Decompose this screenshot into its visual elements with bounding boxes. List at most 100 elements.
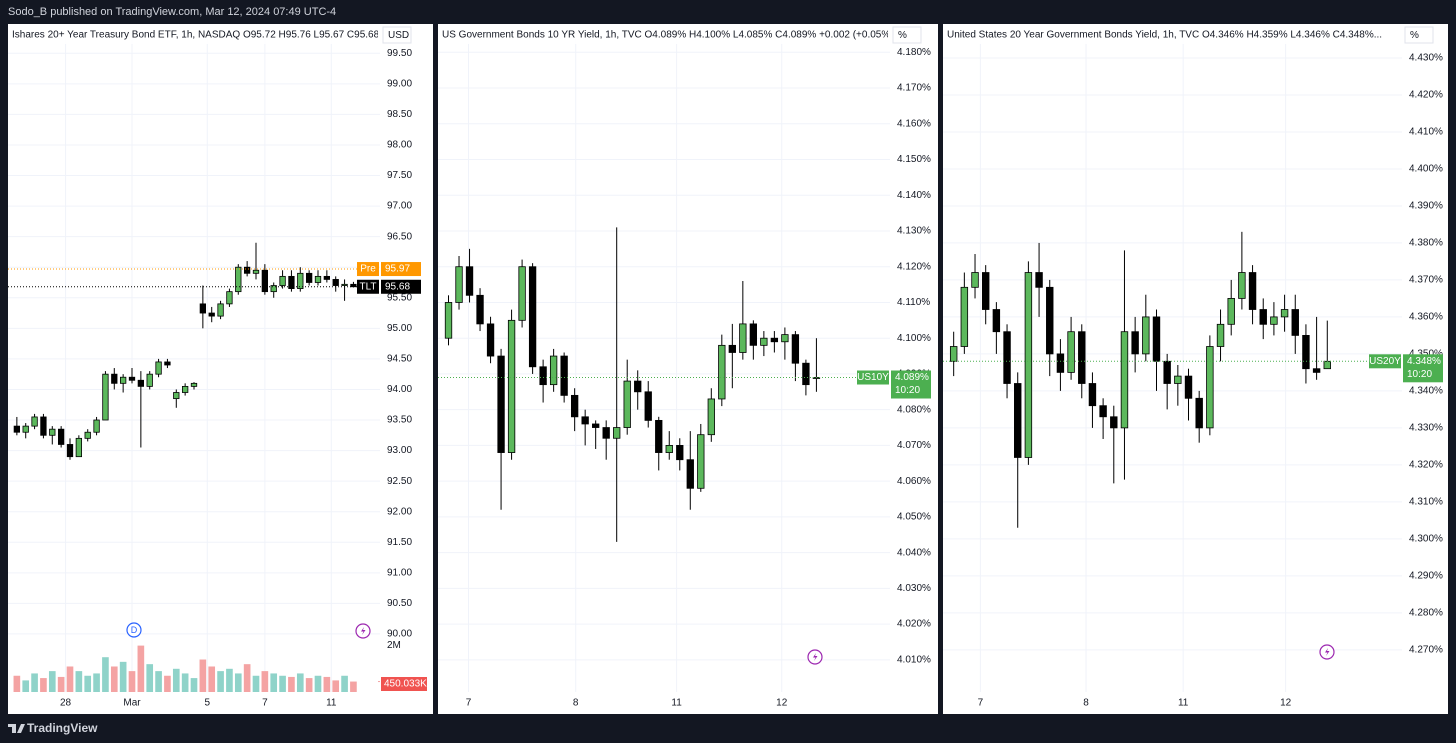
x-tick-label: 7 (978, 698, 984, 709)
volume-bar (279, 675, 286, 692)
candle-body (644, 391, 652, 421)
unit-box (892, 26, 922, 44)
candle-body (279, 275, 286, 286)
price-tag-value-box (381, 262, 421, 277)
y-tick-label: 93.50 (387, 415, 412, 426)
candle-body (728, 344, 736, 353)
candle-body (1163, 360, 1171, 384)
candle-body (1227, 298, 1235, 325)
volume-bar (226, 668, 233, 692)
panel-title: United States 20 Year Government Bonds Y… (947, 30, 1382, 41)
volume-bar (217, 671, 224, 692)
y-tick-label: 4.380% (1409, 238, 1443, 249)
volume-bar (199, 659, 207, 692)
y-tick-label: 4.170% (897, 83, 931, 94)
title-backdrop (943, 24, 1402, 44)
x-tick-label: 5 (205, 698, 211, 709)
candle-body (1270, 316, 1278, 325)
x-tick-label: 28 (60, 698, 72, 709)
volume-bar (305, 678, 313, 692)
panel-background (943, 24, 1448, 714)
volume-bar (13, 675, 21, 692)
candle-body (518, 266, 526, 321)
price-tag-value: 4.348% (1407, 356, 1441, 367)
price-tag-name-box (1369, 354, 1401, 369)
volume-bar (296, 673, 304, 692)
price-tag-name: US20Y (1369, 356, 1401, 367)
candle-body (137, 379, 145, 387)
y-tick-label: 4.030% (897, 583, 931, 594)
candle-body (226, 291, 233, 305)
candle-body (1302, 335, 1310, 370)
y-tick-label: 4.150% (897, 154, 931, 165)
candle-body (1280, 309, 1289, 318)
price-tag-name-box (357, 262, 379, 277)
volume-bar (57, 676, 65, 692)
x-tick-label: 11 (1178, 698, 1189, 709)
unit-label: % (1410, 30, 1419, 41)
y-tick-label: 4.140% (897, 190, 931, 201)
candle-body (332, 279, 339, 286)
candle-body (634, 380, 642, 393)
candle-body (613, 427, 621, 439)
volume-bar (341, 675, 348, 692)
volume-bar (84, 675, 92, 692)
price-tag-value: 4.089% (895, 372, 929, 383)
candle-body (476, 294, 484, 325)
y-tick-label: 4.010% (897, 654, 931, 665)
candle-body (199, 303, 207, 314)
price-tag-name-box (857, 370, 889, 385)
candle-body (243, 266, 251, 274)
y-tick-label: 4.400% (1409, 164, 1443, 175)
candle-body (697, 434, 705, 489)
unit-box (1404, 26, 1434, 44)
y-tick-label: 96.50 (387, 231, 412, 242)
volume-bar (31, 673, 38, 692)
volume-bar (66, 666, 74, 692)
candle-body (305, 272, 313, 283)
candle-body (1131, 331, 1139, 355)
candle-body (770, 337, 779, 343)
y-tick-label: 98.50 (387, 109, 412, 120)
y-tick-label: 4.310% (1409, 497, 1443, 508)
candle-body (1174, 375, 1182, 384)
candle-body (40, 416, 47, 436)
candle-body (75, 437, 83, 458)
volume-bar (75, 671, 83, 692)
candle-body (1078, 331, 1086, 384)
title-backdrop (438, 24, 890, 44)
title-backdrop (8, 24, 380, 44)
volume-bar (119, 661, 127, 692)
volume-bar (128, 671, 136, 692)
candle-body (507, 319, 516, 453)
volume-tick-label: 2M (387, 640, 401, 651)
candle-body (146, 373, 153, 387)
candle-body (1142, 316, 1150, 355)
candle-body (802, 362, 810, 386)
candle-body (1323, 360, 1331, 370)
candle-body (1184, 375, 1193, 399)
candle-body (960, 286, 969, 347)
publish-header: Sodo_B published on TradingView.com, Mar… (8, 6, 336, 18)
y-tick-label: 4.100% (897, 333, 931, 344)
price-tag-countdown: 10:20 (1407, 369, 1432, 380)
y-tick-label: 99.50 (387, 48, 412, 59)
candle-body (560, 355, 568, 396)
chart-panel: 90.00 90.50 91.00 91.50 92.00 92.50 93.00 93.50… (8, 24, 433, 714)
candle-body (665, 445, 673, 453)
volume-bar (270, 673, 278, 692)
candle-body (66, 444, 74, 458)
candle-body (592, 423, 600, 428)
price-tag-countdown: 10:20 (895, 385, 920, 396)
alert-icon-bolt (1325, 648, 1330, 656)
volume-bar (252, 675, 260, 692)
price-tag-value: 95.68 (385, 281, 410, 292)
candle-body (455, 266, 463, 303)
y-tick-label: 4.070% (897, 440, 931, 451)
candle-body (570, 394, 579, 418)
x-tick-label: Mar (123, 698, 141, 709)
candle-body (208, 312, 215, 317)
y-tick-label: 4.180% (897, 47, 931, 58)
y-tick-label: 4.050% (897, 512, 931, 523)
candle-body (181, 385, 189, 393)
